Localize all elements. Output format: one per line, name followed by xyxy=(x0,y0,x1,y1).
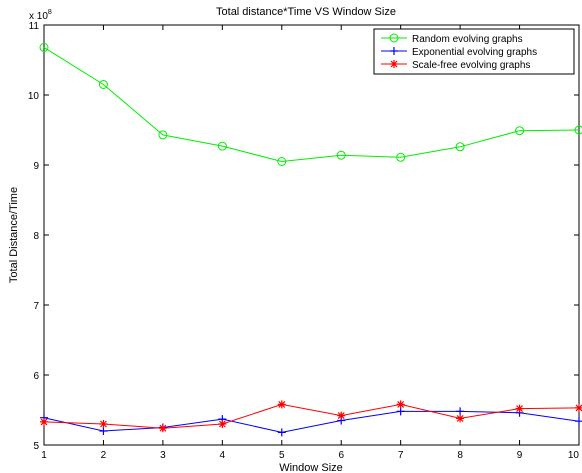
data-point xyxy=(456,414,465,423)
data-point-shape xyxy=(396,152,406,162)
data-point xyxy=(337,411,346,420)
legend-label: Scale-free evolving graphs xyxy=(412,60,530,71)
legend-item: Scale-free evolving graphs xyxy=(381,60,530,71)
data-point-shape xyxy=(515,404,524,413)
y-axis-label: Total Distance/Time xyxy=(8,187,20,283)
data-point xyxy=(455,142,465,152)
series-layer xyxy=(39,42,582,437)
legend-marker xyxy=(390,47,398,55)
legend-marker-shape xyxy=(390,60,398,68)
series-line xyxy=(43,403,580,429)
data-point-shape xyxy=(396,400,405,409)
data-point xyxy=(277,157,287,166)
legend-label: Random evolving graphs xyxy=(412,34,523,45)
y-axis-multiplier-base: x 10 xyxy=(29,11,48,22)
data-point-shape xyxy=(277,157,287,166)
data-point xyxy=(575,403,582,412)
data-point xyxy=(456,407,465,416)
data-point xyxy=(515,404,524,413)
data-point-shape xyxy=(574,125,582,135)
data-point xyxy=(158,130,168,140)
legend-item: Exponential evolving graphs xyxy=(381,47,537,58)
data-point xyxy=(396,407,405,416)
x-tick-label: 4 xyxy=(220,450,226,461)
legend-item: Random evolving graphs xyxy=(381,33,523,45)
data-point xyxy=(39,42,49,52)
y-tick-label: 7 xyxy=(33,301,39,312)
legend-label: Exponential evolving graphs xyxy=(412,47,537,58)
y-axis-multiplier-exponent: 8 xyxy=(48,9,52,16)
data-point-shape xyxy=(99,427,108,435)
series-line xyxy=(43,46,580,163)
data-point xyxy=(158,424,167,433)
data-point-shape xyxy=(277,428,286,437)
data-point-shape xyxy=(337,411,346,420)
data-point-shape xyxy=(158,130,168,140)
data-point-shape xyxy=(456,407,465,416)
data-point-shape xyxy=(455,142,465,152)
x-tick-label: 8 xyxy=(457,450,463,461)
y-tick-label: 10 xyxy=(28,91,40,102)
data-point-shape xyxy=(515,126,525,136)
data-point-shape xyxy=(39,42,49,52)
y-tick-label: 6 xyxy=(33,371,39,382)
legend-marker-shape xyxy=(390,47,398,55)
data-point-shape xyxy=(456,414,465,423)
data-point xyxy=(217,141,227,151)
chart-title: Total distance*Time VS Window Size xyxy=(216,6,396,18)
legend-marker-shape xyxy=(389,33,399,43)
data-point-shape xyxy=(396,407,405,416)
x-tick-label: 1 xyxy=(41,450,47,461)
x-tick-label: 2 xyxy=(101,450,107,461)
x-tick-label: 5 xyxy=(279,450,285,461)
data-point-shape xyxy=(575,403,582,412)
x-axis-label: Window Size xyxy=(279,462,343,473)
data-point xyxy=(99,420,108,428)
data-point xyxy=(218,420,227,428)
data-point-shape xyxy=(99,420,108,428)
legend: Random evolving graphs Exponential evolvi… xyxy=(373,28,575,75)
y-tick-label: 8 xyxy=(33,231,39,242)
data-point xyxy=(40,417,48,426)
legend-marker xyxy=(390,60,398,68)
y-axis-ticks: 5 6 7 8 9 10 11 xyxy=(28,21,579,452)
data-point xyxy=(99,427,108,435)
data-point xyxy=(515,126,525,136)
y-tick-label: 5 xyxy=(33,441,39,452)
legend-marker xyxy=(389,33,399,43)
data-point xyxy=(574,125,582,135)
data-point-shape xyxy=(158,424,167,433)
data-point-shape xyxy=(277,400,286,409)
plot-area xyxy=(43,24,580,446)
y-axis-multiplier: x 108 xyxy=(29,9,52,22)
data-point xyxy=(396,152,406,162)
data-point-shape xyxy=(98,80,108,89)
data-point xyxy=(98,80,108,89)
series-star-group xyxy=(40,400,582,433)
data-point-shape xyxy=(336,150,346,160)
x-tick-label: 7 xyxy=(398,450,404,461)
data-point xyxy=(277,428,286,437)
data-point xyxy=(396,400,405,409)
x-tick-label: 6 xyxy=(338,450,344,461)
x-axis-ticks: 1 2 3 4 5 6 7 8 9 10 xyxy=(41,25,580,461)
legend-box xyxy=(373,28,575,75)
x-tick-label: 10 xyxy=(568,450,580,461)
x-tick-label: 9 xyxy=(517,450,523,461)
x-tick-label: 3 xyxy=(160,450,166,461)
data-point-shape xyxy=(218,420,227,428)
data-point-shape xyxy=(40,417,48,426)
data-point-shape xyxy=(217,141,227,151)
y-tick-label: 11 xyxy=(29,21,40,32)
series-line xyxy=(43,410,580,433)
y-tick-label: 9 xyxy=(33,161,39,172)
data-point xyxy=(277,400,286,409)
data-point xyxy=(336,150,346,160)
series-circle-group xyxy=(39,42,582,166)
